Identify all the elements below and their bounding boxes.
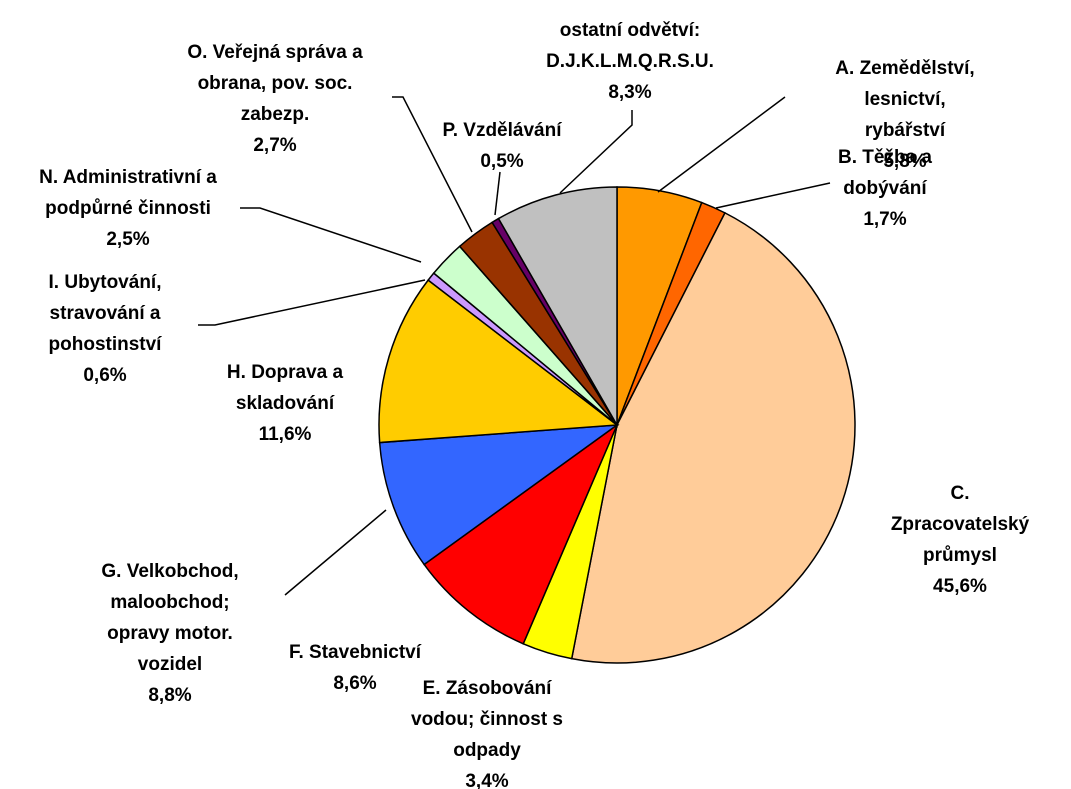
value-label: 11,6% <box>258 424 312 445</box>
slice-label: H. Doprava a skladování 11,6% <box>227 357 343 450</box>
pie-slice <box>378 424 620 566</box>
value-label: 8,8% <box>148 685 192 706</box>
slice-label: G. Velkobchod, maloobchod; opravy motor.… <box>101 556 238 711</box>
pie-slice <box>570 211 856 664</box>
value-label: 0,5% <box>480 151 524 172</box>
leader-line <box>198 279 426 326</box>
category-label: H. Doprava a skladování <box>226 362 344 414</box>
value-label: 1,7% <box>863 209 907 230</box>
category-label: G. Velkobchod, maloobchod; opravy motor.… <box>101 561 239 675</box>
slice-label: N. Administrativní a podpůrné činnosti 2,… <box>39 162 217 255</box>
category-label: O. Veřejná správa a obrana, pov. soc. za… <box>187 42 363 125</box>
category-label: A. Zemědělství, lesnictví, rybářství <box>835 58 975 141</box>
pie-slice <box>497 186 618 428</box>
value-label: 8,6% <box>333 673 377 694</box>
pie-slice <box>378 279 620 444</box>
slice-label: F. Stavebnictví 8,6% <box>289 637 421 699</box>
category-label: P. Vzdělávání <box>442 120 562 141</box>
leader-line <box>494 171 501 216</box>
value-label: 0,6% <box>83 365 127 386</box>
category-label: ostatní odvětví: D.J.K.L.M.Q.R.S.U. <box>546 20 714 72</box>
slice-label: E. Zásobování vodou; činnost s odpady 3,4… <box>411 673 563 789</box>
leader-line <box>240 207 422 263</box>
pie-slice <box>423 422 619 645</box>
category-label: I. Ubytování, stravování a pohostinství <box>48 272 162 355</box>
value-label: 2,7% <box>253 135 297 156</box>
category-label: N. Administrativní a podpůrné činnosti <box>39 167 217 219</box>
slice-label: C. Zpracovatelský průmysl 45,6% <box>891 478 1029 602</box>
value-label: 45,6% <box>933 576 987 597</box>
category-label: C. Zpracovatelský průmysl <box>890 483 1030 566</box>
leader-line <box>657 96 786 193</box>
slice-label: O. Veřejná správa a obrana, pov. soc. za… <box>187 37 362 161</box>
slice-label: P. Vzdělávání 0,5% <box>443 115 562 177</box>
slice-label: I. Ubytování, stravování a pohostinství 0… <box>49 267 162 391</box>
category-label: B. Těžba a dobývání <box>838 147 932 199</box>
slice-label: ostatní odvětví: D.J.K.L.M.Q.R.S.U. 8,3% <box>546 15 714 108</box>
leader-line <box>392 96 473 233</box>
value-label: 2,5% <box>106 229 150 250</box>
slice-label: B. Těžba a dobývání 1,7% <box>838 142 932 235</box>
category-label: F. Stavebnictví <box>289 642 421 663</box>
value-label: 5,8% <box>883 151 927 172</box>
category-label: E. Zásobování vodou; činnost s odpady <box>411 678 563 761</box>
value-label: 3,4% <box>465 771 509 789</box>
leader-line <box>559 110 633 194</box>
value-label: 8,3% <box>608 82 652 103</box>
leader-line <box>715 182 831 209</box>
leader-line <box>284 509 387 596</box>
slice-label: A. Zemědělství, lesnictví, rybářství 5,8% <box>822 53 988 177</box>
